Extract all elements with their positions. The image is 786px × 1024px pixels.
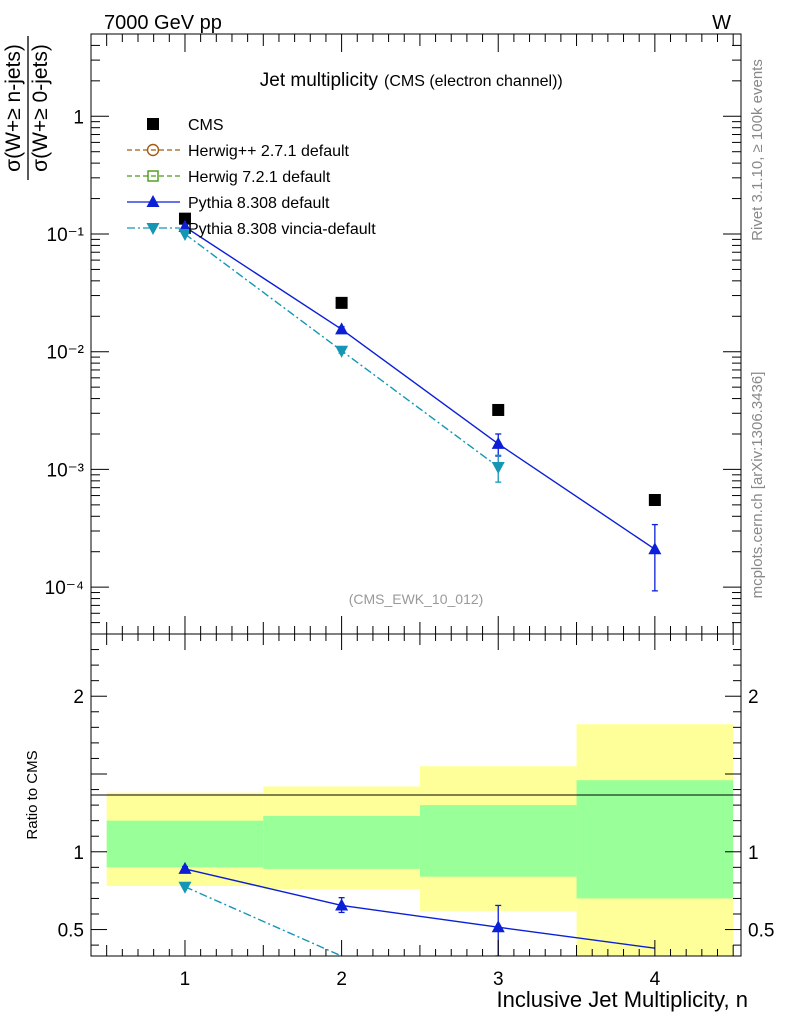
ratio-y-tick-label-right: 1 — [748, 843, 759, 864]
data-point — [335, 345, 349, 358]
ratio-data-point — [178, 861, 192, 874]
legend-marker — [146, 143, 160, 157]
legend-label: Pythia 8.308 vincia-default — [188, 221, 376, 238]
data-point — [492, 403, 505, 416]
x-tick-label: 3 — [493, 969, 504, 990]
data-point — [335, 322, 349, 335]
main-axis-ticks: 1 10⁻¹ 10⁻² 10⁻³ 10⁻⁴ — [45, 33, 741, 635]
data-point — [178, 219, 192, 232]
ratio-y-axis-label: Ratio to CMS — [24, 750, 41, 839]
ratio-y-tick-label: 2 — [73, 687, 84, 708]
green-band — [263, 816, 420, 869]
ratio-y-tick-label-right: 2 — [748, 687, 759, 708]
data-point — [491, 461, 505, 474]
main-series-layer — [178, 212, 662, 592]
y-tick-label: 10⁻³ — [47, 460, 85, 481]
data-point — [648, 542, 662, 555]
process-label: W — [712, 12, 731, 34]
y-tick-label: 10⁻⁴ — [45, 578, 84, 599]
data-point — [491, 436, 505, 449]
chart-subtitle: (CMS (electron channel)) — [384, 73, 563, 90]
ratio-bands — [106, 724, 734, 956]
y-axis-label-numerator: σ(W+≥ n-jets) — [2, 44, 25, 172]
x-tick-label: 2 — [336, 969, 347, 990]
data-point — [178, 229, 192, 241]
legend-label: CMS — [188, 117, 224, 134]
legend-marker — [147, 118, 159, 130]
chart-title: Jet multiplicity — [260, 70, 379, 91]
energy-label: 7000 GeV pp — [104, 12, 222, 34]
ratio-series-line — [184, 886, 342, 956]
y-tick-label: 10⁻¹ — [47, 225, 85, 246]
mcplots-label: mcplots.cern.ch [arXiv:1306.3436] — [749, 372, 766, 599]
ratio-plot: 1 2 3 4 2 2 1 1 0.5 0.5 Ratio to CMS Inclusive Je… — [24, 633, 774, 1012]
legend-label: Pythia 8.308 default — [188, 195, 330, 212]
green-band — [419, 805, 577, 877]
data-point — [648, 494, 661, 507]
ratio-y-tick-label: 0.5 — [58, 921, 84, 942]
y-tick-label: 10⁻² — [47, 343, 85, 364]
legend-label: Herwig++ 2.7.1 default — [188, 143, 350, 160]
ratio-plot-frame — [90, 633, 742, 957]
ratio-data-point — [178, 881, 192, 894]
series-line — [184, 226, 656, 550]
green-band — [576, 780, 734, 899]
ratio-series-line — [184, 868, 655, 949]
x-axis-label: Inclusive Jet Multiplicity, n — [497, 987, 748, 1012]
legend-marker — [147, 170, 159, 182]
ratio-y-tick-label: 1 — [73, 843, 84, 864]
legend-label: Herwig 7.2.1 default — [188, 169, 331, 186]
ratio-data-point — [335, 898, 349, 911]
ratio-clipped-series — [178, 861, 655, 956]
legend: CMS Herwig++ 2.7.1 default Herwig 7.2.1 de… — [127, 117, 376, 238]
data-point — [335, 296, 348, 309]
ratio-data-point — [491, 920, 505, 933]
y-axis-label-denominator: σ(W+≥ 0-jets) — [29, 44, 52, 172]
x-tick-label: 1 — [180, 969, 191, 990]
ratio-axis-ticks: 1 2 3 4 2 2 1 1 0.5 0.5 — [58, 634, 774, 990]
rivet-label: Rivet 3.1.10, ≥ 100k events — [749, 59, 766, 241]
y-tick-label: 1 — [73, 107, 84, 128]
ratio-y-tick-label-right: 0.5 — [748, 921, 774, 942]
data-point — [178, 212, 191, 225]
legend-marker — [146, 195, 160, 207]
green-band — [106, 820, 264, 868]
ratio-series-layer — [178, 861, 655, 956]
x-tick-label: 4 — [650, 969, 661, 990]
main-plot: 1 10⁻¹ 10⁻² 10⁻³ 10⁻⁴ Jet multiplicity (CMS … — [2, 33, 742, 635]
watermark: (CMS_EWK_10_012) — [349, 591, 484, 607]
legend-marker — [146, 223, 160, 235]
